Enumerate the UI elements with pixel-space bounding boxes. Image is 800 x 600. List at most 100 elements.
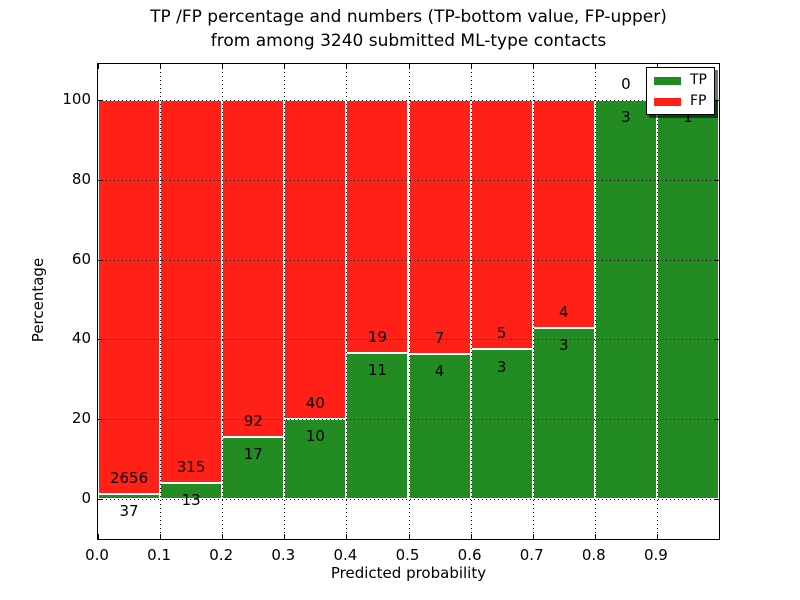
bar-segment-fp <box>470 99 533 350</box>
tick-mark <box>714 179 719 181</box>
gridline-vertical <box>346 64 348 539</box>
y-tick-label: 100 <box>62 89 91 108</box>
tick-mark <box>532 534 534 539</box>
bar-segment-fp <box>346 99 409 353</box>
x-tick-label: 0.6 <box>457 546 482 564</box>
x-tick-label: 0.4 <box>333 546 358 564</box>
tick-mark <box>656 64 658 69</box>
bar-segment-tp <box>222 436 285 500</box>
tick-mark <box>346 64 348 69</box>
chart-title-line1: TP /FP percentage and numbers (TP-bottom… <box>150 7 667 27</box>
y-axis-label: Percentage <box>29 257 47 343</box>
bar-label-tp: 3 <box>496 357 507 376</box>
chart-title-line2: from among 3240 submitted ML-type contac… <box>210 31 607 51</box>
bar-segment-fp <box>222 99 285 437</box>
x-tick-label: 0.3 <box>271 546 296 564</box>
bar-segment-tp <box>98 493 161 500</box>
tick-mark <box>98 419 103 421</box>
bar-segment-tp <box>284 419 347 500</box>
bar-segment-fp <box>160 99 223 484</box>
bar-segment-fp <box>408 99 471 354</box>
tick-mark <box>532 64 534 69</box>
tick-mark <box>222 534 224 539</box>
x-tick-label: 0.5 <box>395 546 420 564</box>
bar-label-tp: 10 <box>305 427 325 446</box>
gridline-vertical <box>594 64 596 539</box>
bar-label-tp: 1 <box>683 108 693 127</box>
y-tick-label: 20 <box>71 409 91 428</box>
legend-label-tp: TP <box>690 72 707 88</box>
x-tick-label: 0.8 <box>581 546 606 564</box>
tick-mark <box>714 419 719 421</box>
x-axis-label: Predicted probability <box>330 564 487 582</box>
bar-label-fp: 40 <box>305 394 325 413</box>
bar-label-tp: 4 <box>434 362 445 381</box>
y-tick-label: 60 <box>71 249 91 268</box>
x-tick-label: 0.2 <box>209 546 234 564</box>
plot-area: 265637315139217401019117453430301 <box>97 63 720 540</box>
bar-label-fp: 5 <box>496 324 507 343</box>
legend-item-fp: FP <box>654 93 707 110</box>
tick-mark <box>714 259 719 261</box>
tick-mark <box>346 534 348 539</box>
tick-mark <box>98 259 103 261</box>
bar-label-tp: 11 <box>367 360 387 379</box>
tick-mark <box>714 99 719 101</box>
tick-mark <box>656 534 658 539</box>
tick-mark <box>98 499 103 501</box>
bar-label-tp: 3 <box>621 108 631 127</box>
tick-mark <box>719 64 720 69</box>
tick-mark <box>594 534 596 539</box>
gridline-vertical <box>470 64 472 539</box>
x-tick-label: 0.9 <box>643 546 668 564</box>
legend: TP FP <box>646 67 715 115</box>
bar-label-fp: 0 <box>621 74 631 93</box>
x-tick-label: 0.7 <box>519 546 544 564</box>
tick-mark <box>408 534 410 539</box>
tick-mark <box>98 64 99 69</box>
tick-mark <box>98 339 103 341</box>
gridline-vertical <box>222 64 224 539</box>
gridline-vertical <box>284 64 286 539</box>
bar-label-fp: 315 <box>176 458 206 477</box>
gridline-vertical <box>656 64 658 539</box>
bar-segment-fp <box>532 99 595 328</box>
tick-mark <box>408 64 410 69</box>
tick-mark <box>594 64 596 69</box>
y-tick-label: 40 <box>71 329 91 348</box>
tick-mark <box>719 534 720 539</box>
legend-label-fp: FP <box>690 93 707 109</box>
y-tick-label: 0 <box>81 489 91 508</box>
x-tick-label: 0.1 <box>147 546 172 564</box>
bar-label-fp: 19 <box>367 327 387 346</box>
bar-label-tp: 17 <box>243 444 263 463</box>
tick-mark <box>284 534 286 539</box>
fp-swatch-icon <box>654 97 681 106</box>
bar-label-fp: 2656 <box>109 468 149 487</box>
bar-segment-tp <box>656 99 719 500</box>
x-tick-label: 0.0 <box>85 546 109 564</box>
bar-label-tp: 3 <box>558 336 569 355</box>
bar-label-fp: 92 <box>243 411 263 430</box>
bar-label-tp: 37 <box>119 501 139 520</box>
tick-mark <box>160 534 162 539</box>
tick-mark <box>714 339 719 341</box>
tick-mark <box>284 64 286 69</box>
tick-mark <box>98 99 103 101</box>
tick-mark <box>470 64 472 69</box>
tick-mark <box>470 534 472 539</box>
tick-mark <box>98 179 103 181</box>
gridline-vertical <box>408 64 410 539</box>
legend-item-tp: TP <box>654 72 707 89</box>
bar-segment-tp <box>594 99 657 500</box>
tp-swatch-icon <box>654 76 681 85</box>
bar-label-fp: 4 <box>558 303 569 322</box>
tick-mark <box>222 64 224 69</box>
chart-title: TP /FP percentage and numbers (TP-bottom… <box>97 5 720 53</box>
gridline-vertical <box>160 64 162 539</box>
tick-mark <box>98 534 99 539</box>
bar-label-tp: 13 <box>181 491 201 510</box>
bar-label-fp: 7 <box>434 328 445 347</box>
y-tick-label: 80 <box>71 169 91 188</box>
